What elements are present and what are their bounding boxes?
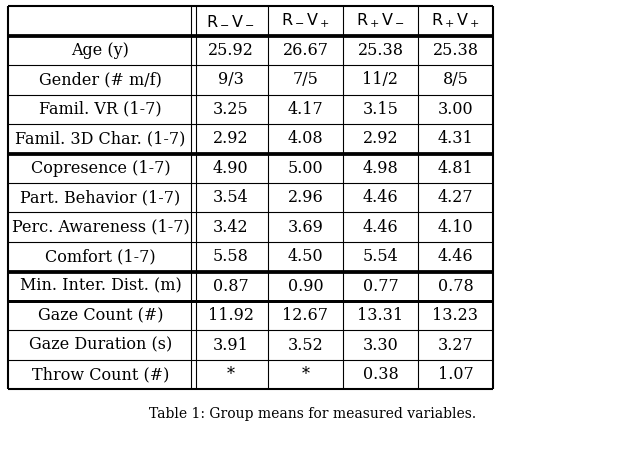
Text: 2.92: 2.92 [213, 130, 248, 147]
Text: 13.31: 13.31 [357, 307, 404, 324]
Text: 3.69: 3.69 [288, 219, 324, 236]
Text: 3.91: 3.91 [213, 337, 249, 354]
Text: 5.00: 5.00 [288, 160, 323, 177]
Text: $\mathrm{R_+V_-}$: $\mathrm{R_+V_-}$ [356, 11, 405, 30]
Text: 1.07: 1.07 [438, 366, 473, 383]
Text: 4.90: 4.90 [213, 160, 248, 177]
Text: Famil. 3D Char. (1-7): Famil. 3D Char. (1-7) [16, 130, 186, 147]
Text: 3.30: 3.30 [362, 337, 398, 354]
Text: 8/5: 8/5 [442, 71, 469, 88]
Text: 11/2: 11/2 [362, 71, 399, 88]
Text: Gaze Duration (s): Gaze Duration (s) [29, 337, 172, 354]
Text: $\mathrm{R_+V_+}$: $\mathrm{R_+V_+}$ [431, 11, 480, 30]
Text: 0.77: 0.77 [362, 278, 398, 295]
Text: Throw Count (#): Throw Count (#) [32, 366, 169, 383]
Text: 13.23: 13.23 [432, 307, 479, 324]
Text: Copresence (1-7): Copresence (1-7) [31, 160, 170, 177]
Text: 9/3: 9/3 [217, 71, 244, 88]
Text: 4.10: 4.10 [438, 219, 473, 236]
Text: 3.27: 3.27 [438, 337, 473, 354]
Text: 2.96: 2.96 [288, 189, 323, 206]
Text: *: * [301, 366, 309, 383]
Text: 0.78: 0.78 [438, 278, 473, 295]
Text: 5.58: 5.58 [213, 248, 249, 265]
Text: Part. Behavior (1-7): Part. Behavior (1-7) [21, 189, 181, 206]
Text: Table 1: Group means for measured variables.: Table 1: Group means for measured variab… [149, 408, 476, 421]
Text: Age (y): Age (y) [72, 42, 129, 59]
Text: 4.08: 4.08 [288, 130, 323, 147]
Text: 3.52: 3.52 [288, 337, 323, 354]
Text: 25.38: 25.38 [357, 42, 404, 59]
Text: 4.27: 4.27 [438, 189, 473, 206]
Text: 3.25: 3.25 [213, 101, 248, 118]
Text: 25.92: 25.92 [208, 42, 254, 59]
Text: 0.87: 0.87 [213, 278, 248, 295]
Text: *: * [226, 366, 234, 383]
Text: $\mathrm{R_-V_-}$: $\mathrm{R_-V_-}$ [206, 12, 255, 29]
Text: 4.46: 4.46 [438, 248, 473, 265]
Text: Gaze Count (#): Gaze Count (#) [38, 307, 163, 324]
Text: 3.54: 3.54 [213, 189, 248, 206]
Text: 5.54: 5.54 [362, 248, 398, 265]
Text: 0.38: 0.38 [362, 366, 398, 383]
Text: 4.98: 4.98 [362, 160, 398, 177]
Text: 4.81: 4.81 [438, 160, 473, 177]
Text: 3.00: 3.00 [438, 101, 473, 118]
Text: 3.42: 3.42 [213, 219, 248, 236]
Text: Gender (# m/f): Gender (# m/f) [39, 71, 162, 88]
Text: 4.46: 4.46 [362, 219, 398, 236]
Text: $\mathrm{R_-V_+}$: $\mathrm{R_-V_+}$ [281, 11, 330, 30]
Text: 3.15: 3.15 [362, 101, 399, 118]
Text: 4.46: 4.46 [362, 189, 398, 206]
Text: 12.67: 12.67 [282, 307, 329, 324]
Text: 25.38: 25.38 [432, 42, 479, 59]
Text: 2.92: 2.92 [362, 130, 398, 147]
Text: 7/5: 7/5 [292, 71, 319, 88]
Text: 26.67: 26.67 [282, 42, 329, 59]
Text: 4.50: 4.50 [288, 248, 323, 265]
Text: Famil. VR (1-7): Famil. VR (1-7) [39, 101, 162, 118]
Text: 4.17: 4.17 [288, 101, 323, 118]
Text: 11.92: 11.92 [208, 307, 254, 324]
Text: 0.90: 0.90 [288, 278, 323, 295]
Text: Perc. Awareness (1-7): Perc. Awareness (1-7) [12, 219, 189, 236]
Text: 4.31: 4.31 [438, 130, 473, 147]
Text: Min. Inter. Dist. (m): Min. Inter. Dist. (m) [19, 278, 181, 295]
Text: Comfort (1-7): Comfort (1-7) [45, 248, 156, 265]
